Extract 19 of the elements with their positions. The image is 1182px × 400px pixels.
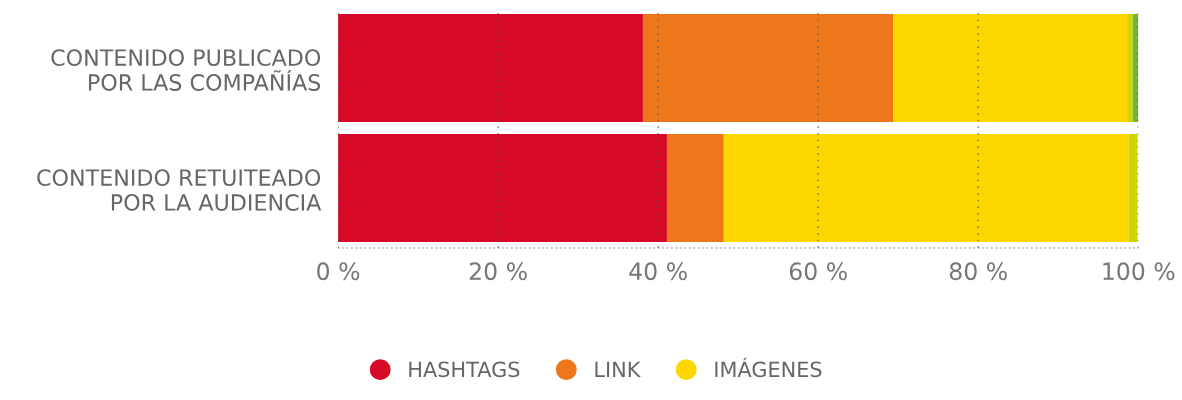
legend-label: HASHTAGS [409, 361, 520, 378]
x-tick-label: 40 % [629, 262, 687, 281]
bar [723, 134, 1129, 242]
y-tick-label: CONTENIDO RETUITEADO POR LA AUDIENCIA [37, 169, 322, 211]
x-tick-label: 80 % [949, 262, 1007, 281]
x-tick-label: 60 % [789, 262, 847, 281]
bar [666, 134, 724, 242]
x-tick-label: 0 % [317, 262, 360, 281]
bar [1127, 14, 1133, 122]
bar [338, 134, 667, 242]
bar [893, 14, 1128, 122]
x-tick-label: 100 % [1103, 262, 1175, 281]
x-tick-label: 20 % [469, 262, 527, 281]
bar [642, 14, 894, 122]
bar [338, 14, 643, 122]
y-tick-label: CONTENIDO PUBLICADO POR LAS COMPAÑÍAS [51, 49, 321, 91]
legend-label: IMÁGENES [715, 357, 822, 378]
bar [1128, 134, 1138, 242]
legend-label: LINK [595, 361, 641, 377]
